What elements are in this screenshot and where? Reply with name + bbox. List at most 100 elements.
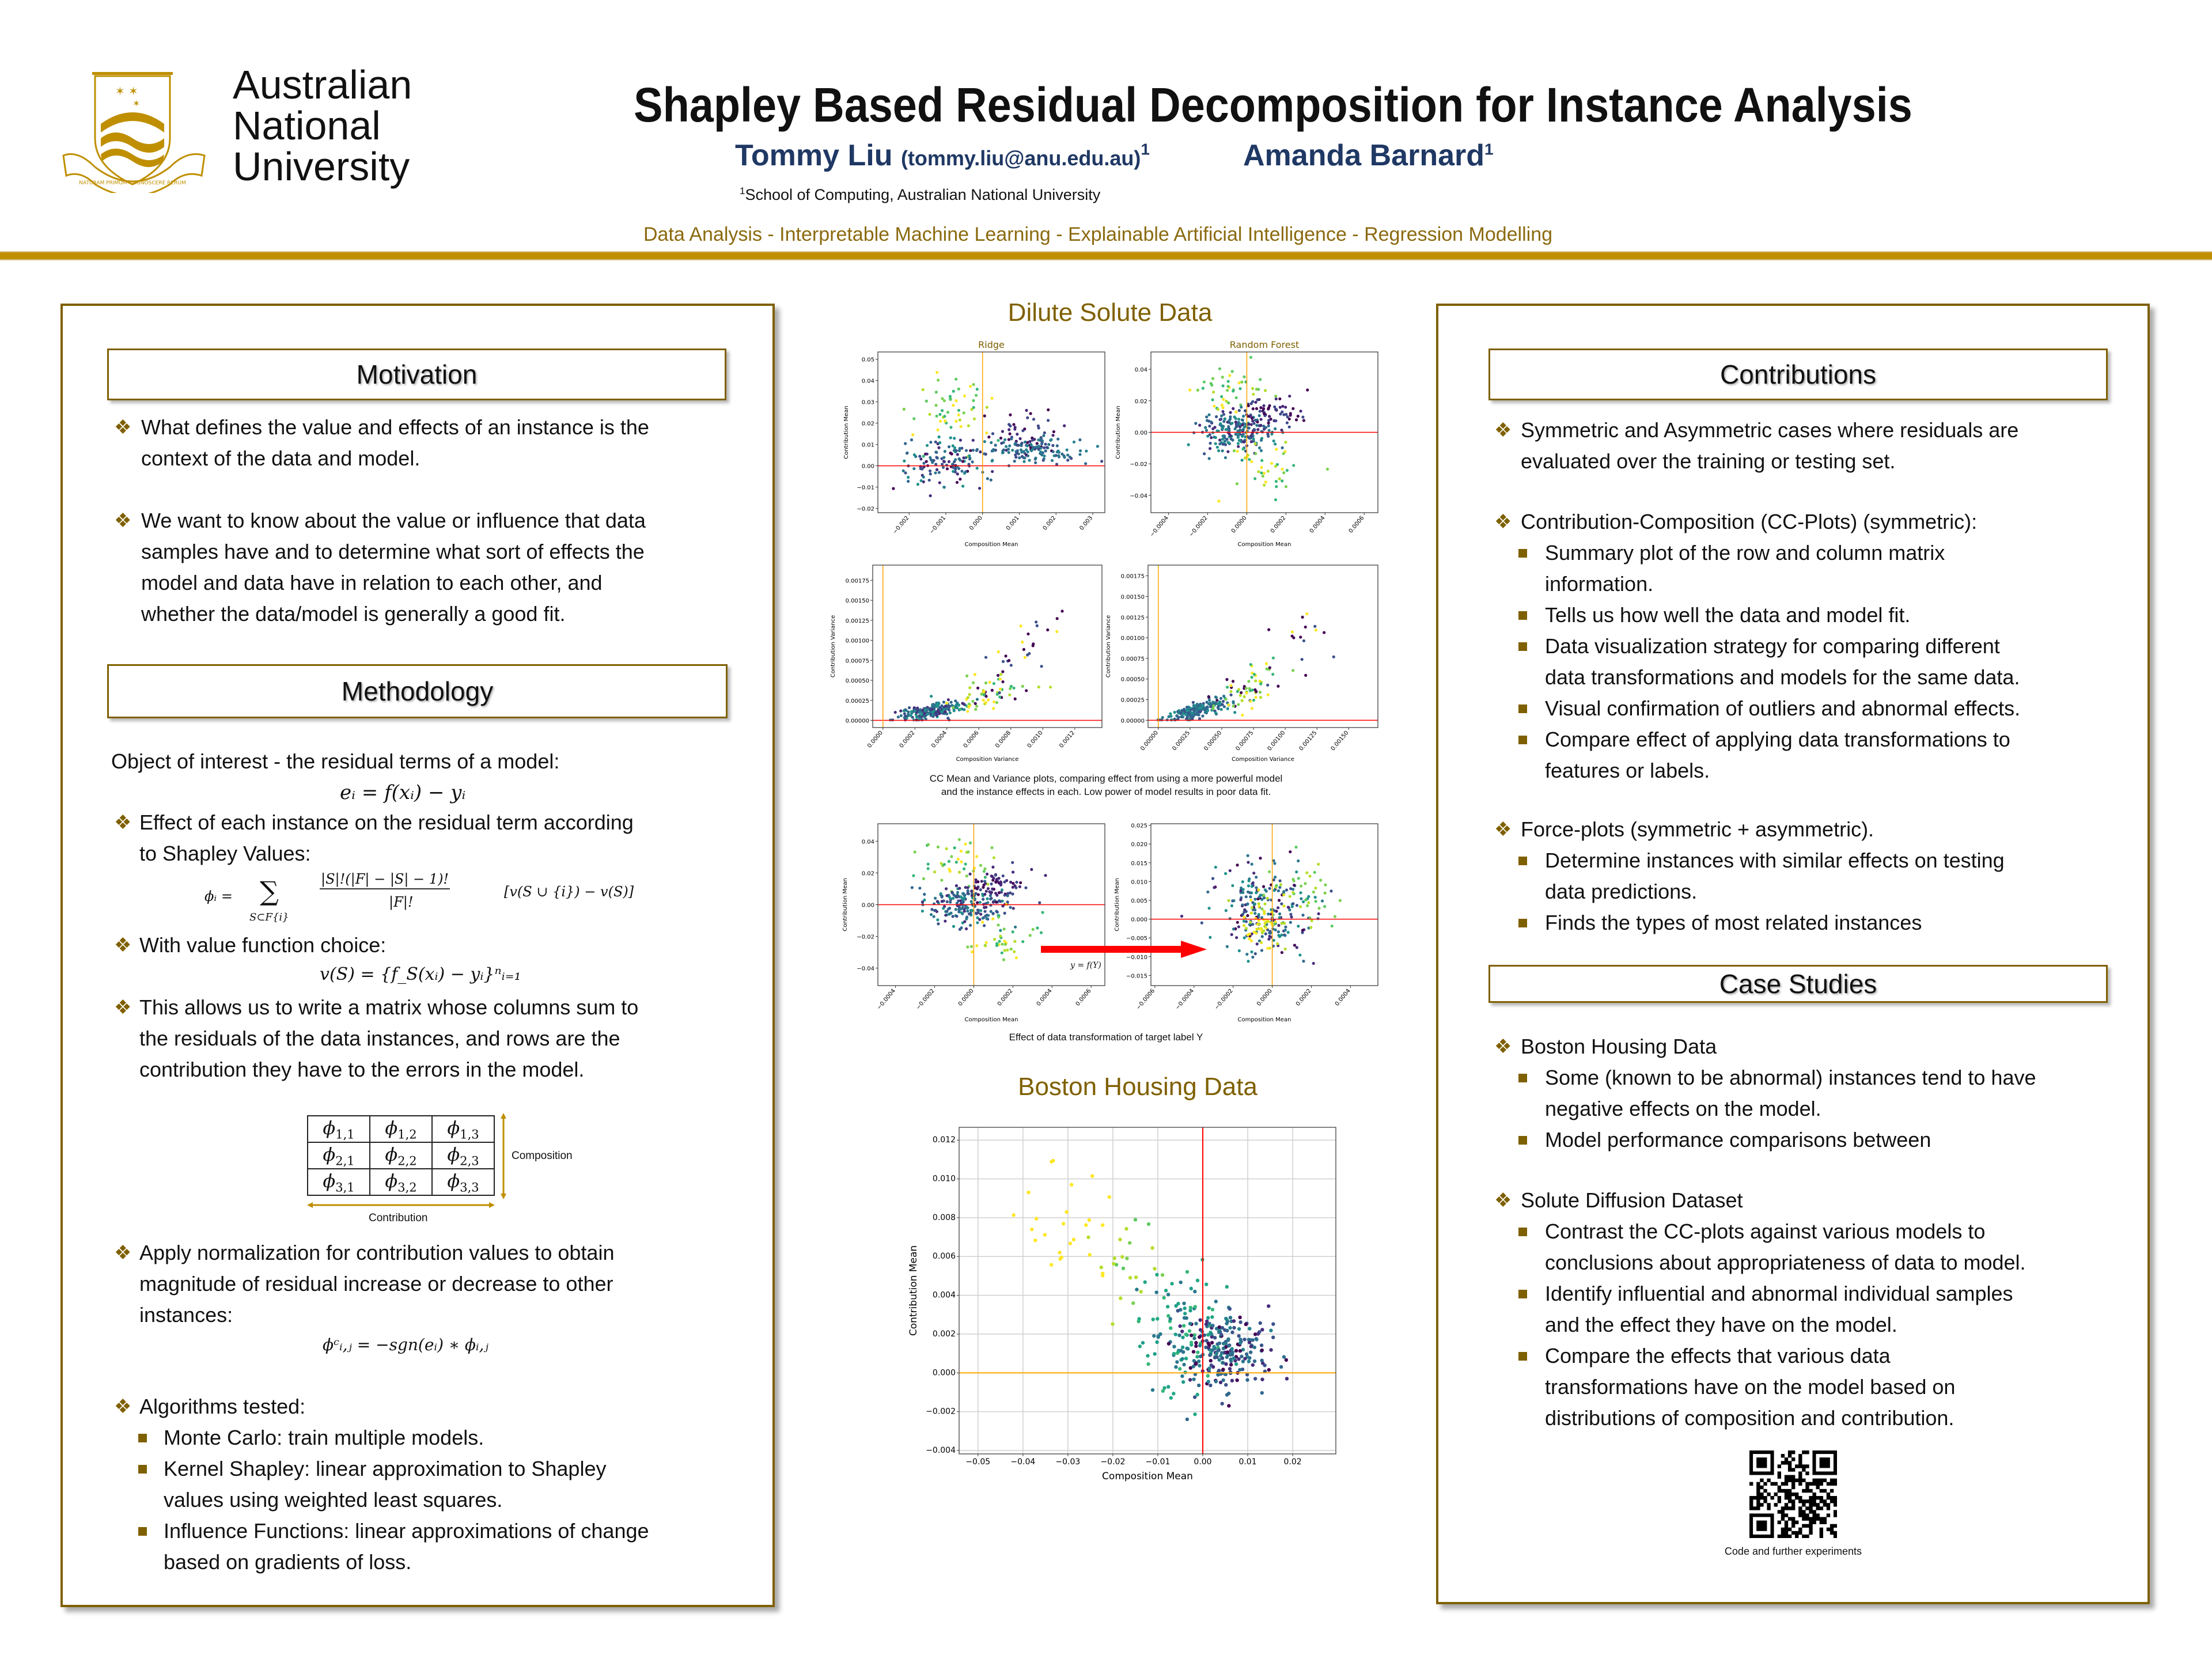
qr-module	[1802, 1478, 1806, 1483]
data-point	[1044, 442, 1047, 446]
qr-code[interactable]	[1749, 1450, 1837, 1538]
data-point	[1228, 1367, 1232, 1371]
data-point	[947, 445, 951, 449]
data-point	[1011, 861, 1014, 864]
data-point	[1317, 862, 1320, 866]
data-point	[1325, 467, 1330, 471]
data-point	[1174, 1304, 1178, 1308]
phi-symbol: ϕ	[385, 1169, 398, 1192]
data-point	[993, 700, 996, 703]
data-point	[971, 449, 975, 452]
data-point	[1001, 904, 1005, 908]
data-point	[1252, 1345, 1257, 1350]
y-tick-label: 0.00125	[846, 618, 869, 624]
data-point	[990, 846, 994, 850]
data-point	[998, 695, 1002, 699]
data-point	[986, 887, 990, 891]
list-item: Determine instances with similar effects…	[1518, 845, 2005, 907]
diamond-bullet-icon: ❖	[114, 997, 132, 1018]
qr-module	[1798, 1527, 1802, 1532]
qr-module	[1802, 1499, 1806, 1503]
data-point	[1247, 879, 1251, 882]
data-point	[1084, 1223, 1088, 1227]
x-tick-label: 0.00075	[1234, 730, 1255, 752]
y-tick-label: −0.04	[1130, 493, 1147, 499]
data-point	[1028, 440, 1032, 444]
data-point	[951, 444, 955, 448]
data-point	[1251, 881, 1255, 885]
data-point	[1011, 885, 1014, 889]
data-point	[1221, 406, 1225, 410]
data-point	[1069, 1183, 1074, 1187]
data-point	[1251, 400, 1255, 403]
data-point	[1229, 434, 1232, 438]
data-point	[943, 450, 946, 453]
data-point	[944, 419, 947, 423]
x-tick-label: 0.0000	[866, 730, 884, 749]
data-point	[1085, 449, 1088, 453]
data-point	[1219, 1332, 1224, 1337]
data-point	[893, 710, 897, 714]
data-point	[1247, 404, 1250, 407]
data-point	[966, 886, 969, 889]
data-point	[1255, 886, 1258, 889]
data-point	[907, 706, 911, 710]
data-point	[1146, 1354, 1150, 1358]
data-point	[955, 915, 959, 918]
data-point	[1244, 1352, 1249, 1356]
y-tick-label: 0.04	[862, 378, 874, 385]
data-point	[1008, 432, 1012, 435]
x-tick-label: 0.0008	[994, 730, 1012, 749]
data-point	[1301, 615, 1304, 619]
qr-module	[1826, 1513, 1831, 1517]
qr-module	[1805, 1499, 1809, 1503]
algorithm-text: Influence Functions: linear approximatio…	[164, 1519, 649, 1574]
data-point	[1222, 420, 1226, 423]
data-point	[1241, 1347, 1245, 1352]
data-point	[1238, 1338, 1243, 1342]
x-tick-label: −0.01	[1145, 1457, 1170, 1467]
data-point	[1267, 912, 1270, 916]
data-point	[1235, 1378, 1239, 1382]
data-point	[1012, 686, 1016, 690]
data-point	[986, 882, 990, 886]
data-point	[1209, 1353, 1213, 1357]
data-point	[1025, 441, 1029, 444]
boston-title: Boston Housing Data	[1018, 1073, 1257, 1101]
data-point	[965, 906, 969, 910]
qr-module	[1795, 1478, 1799, 1483]
data-point	[1254, 1337, 1259, 1341]
qr-module	[1749, 1506, 1753, 1510]
data-point	[945, 702, 949, 705]
data-point	[1029, 412, 1032, 415]
data-point	[1024, 886, 1028, 889]
data-point	[1178, 1324, 1182, 1328]
data-point	[1305, 612, 1309, 616]
qr-module	[1777, 1471, 1782, 1475]
data-point	[994, 880, 998, 884]
data-point	[1016, 433, 1019, 436]
square-bullet-icon	[1518, 704, 1527, 713]
data-point	[1051, 434, 1055, 437]
data-point	[1072, 440, 1076, 444]
y-axis-label: Contribution Mean	[908, 1245, 919, 1336]
data-point	[1198, 1343, 1202, 1348]
data-point	[1267, 424, 1270, 427]
data-point	[1232, 927, 1236, 931]
data-point	[969, 449, 972, 452]
data-point	[1167, 715, 1171, 718]
data-point	[933, 870, 937, 874]
data-point	[1011, 870, 1015, 874]
qr-module	[1791, 1531, 1796, 1535]
crest-motto: NATURAM PRIMUM COGNOSCERE RERUM	[79, 180, 185, 186]
data-point	[1289, 887, 1293, 891]
data-point	[1228, 1316, 1233, 1320]
data-point	[899, 709, 903, 713]
y-tick-label: 0.00125	[1121, 615, 1145, 621]
data-point	[1320, 899, 1324, 903]
phi-symbol: ϕ	[323, 1116, 336, 1139]
plot-tr_after: −0.0006 −0.0004 −0.0002 0.0000 0.0002 0.0004−…	[1114, 823, 1378, 1023]
data-point	[1040, 665, 1043, 668]
data-point	[975, 467, 979, 470]
data-point	[937, 922, 940, 926]
